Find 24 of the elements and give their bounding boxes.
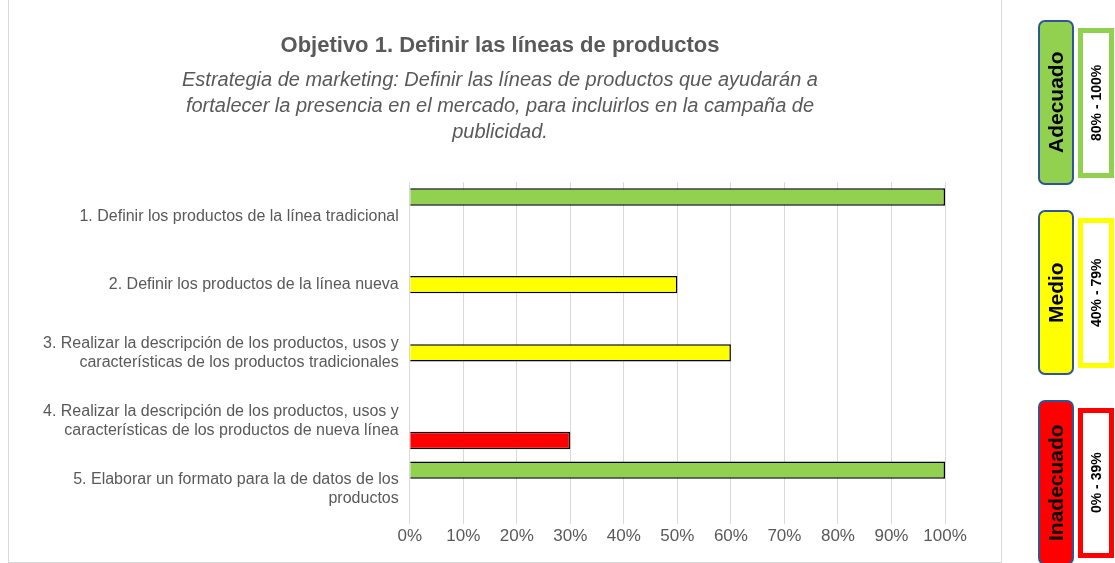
x-tick-label: 80% [820,526,855,546]
text: Adecuado [1038,20,1074,185]
x-tick-label: 90% [874,526,909,546]
x-tick-label: 40% [606,526,641,546]
x-tick-label: 100% [923,526,967,546]
chart-subtitle: Estrategia de marketing: Definir las líneas de productos que ayudarán a fortalecer la presencia en el mercado, para incluirlos en la campaña de publicidad. [181,67,819,144]
text: Medio [1038,210,1074,375]
x-tick-label: 50% [660,526,695,546]
text: 0% - 39% [1078,408,1114,558]
text: 40% - 79% [1078,218,1114,368]
x-tick-label: 0% [397,526,423,546]
y-tick-label: 4. Realizar la descripción de los productos, usos y características de los productos de nueva línea [43,401,399,439]
x-tick-label: 20% [499,526,534,546]
x-tick-label: 10% [446,526,481,546]
text: 80% - 100% [1078,28,1114,178]
x-tick-label: 60% [713,526,748,546]
y-tick-label: 3. Realizar la descripción de los productos, usos y características de los productos tradicionales [43,333,399,370]
text: Inadecuado [1038,400,1074,563]
y-tick-label: 1. Definir los productos de la línea tradicional [79,206,399,224]
x-tick-label: 70% [767,526,802,546]
y-tick-label: 2. Definir los productos de la línea nueva [108,275,399,293]
y-tick-label: 5. Elaborar un formato para la de datos de los productos [73,470,399,507]
chart-title: Objetivo 1. Definir las líneas de productos [279,32,721,58]
x-tick-label: 30% [553,526,588,546]
